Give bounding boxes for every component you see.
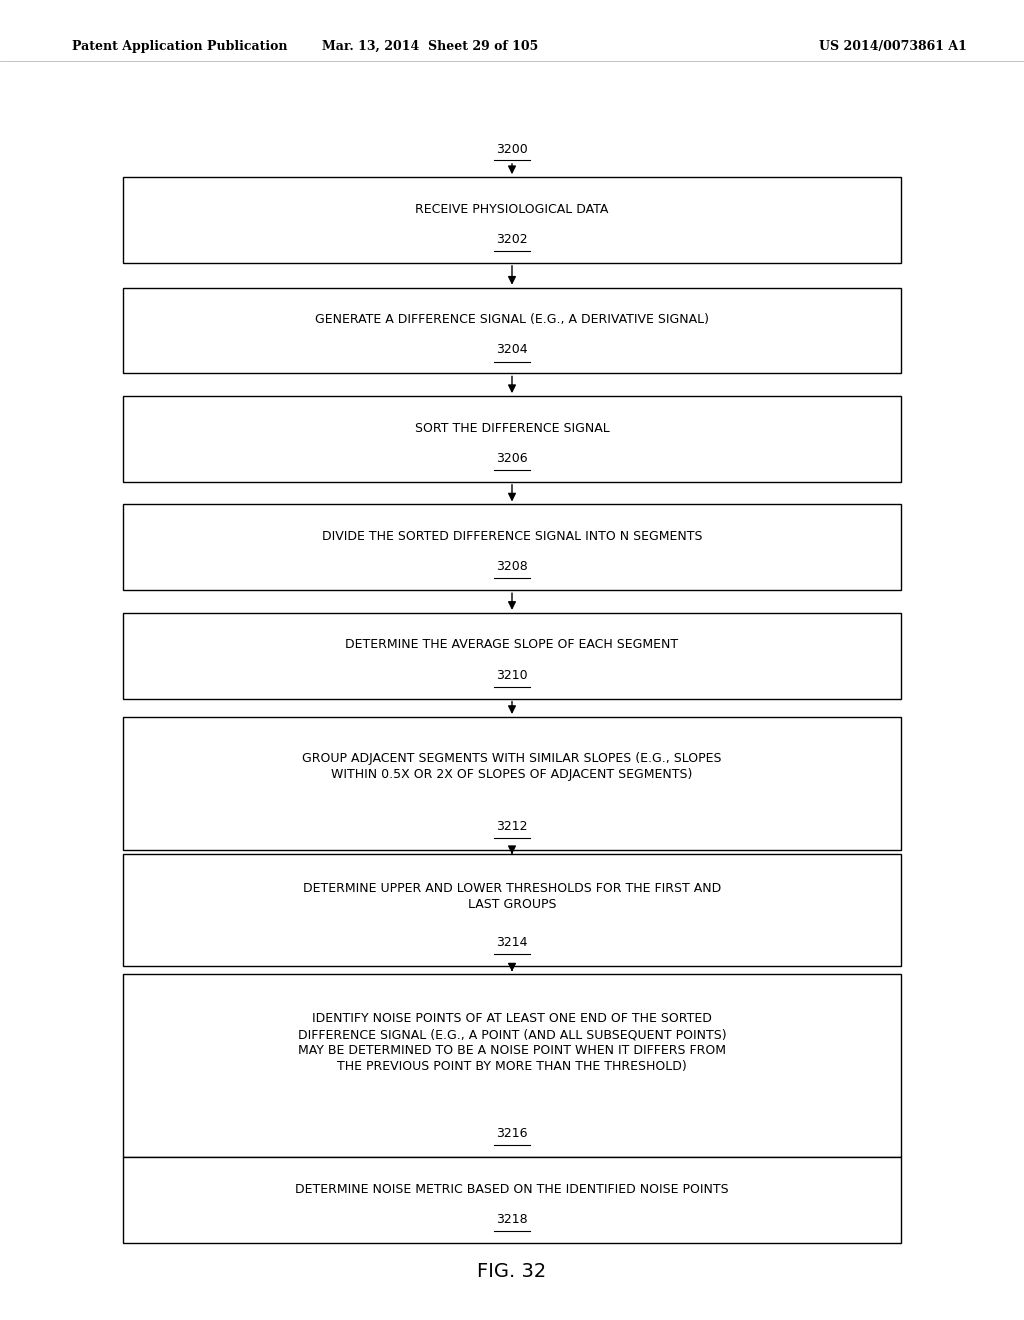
Text: 3212: 3212 (497, 820, 527, 833)
Bar (123, 396, 901, 482)
Text: DIVIDE THE SORTED DIFFERENCE SIGNAL INTO N SEGMENTS: DIVIDE THE SORTED DIFFERENCE SIGNAL INTO… (322, 531, 702, 543)
Text: 3218: 3218 (497, 1213, 527, 1226)
Text: SORT THE DIFFERENCE SIGNAL: SORT THE DIFFERENCE SIGNAL (415, 421, 609, 434)
Bar (123, 1156, 901, 1242)
Text: DETERMINE UPPER AND LOWER THRESHOLDS FOR THE FIRST AND
LAST GROUPS: DETERMINE UPPER AND LOWER THRESHOLDS FOR… (303, 882, 721, 911)
Bar (123, 974, 901, 1156)
Text: 3216: 3216 (497, 1127, 527, 1139)
Bar (123, 854, 901, 966)
Text: 3206: 3206 (497, 451, 527, 465)
Text: 3200: 3200 (496, 143, 528, 156)
Text: Patent Application Publication: Patent Application Publication (72, 40, 287, 53)
Text: DETERMINE THE AVERAGE SLOPE OF EACH SEGMENT: DETERMINE THE AVERAGE SLOPE OF EACH SEGM… (345, 639, 679, 652)
Bar (123, 717, 901, 850)
Text: DETERMINE NOISE METRIC BASED ON THE IDENTIFIED NOISE POINTS: DETERMINE NOISE METRIC BASED ON THE IDEN… (295, 1183, 729, 1196)
Text: 3214: 3214 (497, 936, 527, 949)
Text: FIG. 32: FIG. 32 (477, 1262, 547, 1282)
Bar (123, 177, 901, 263)
Text: 3202: 3202 (497, 232, 527, 246)
Text: 3204: 3204 (497, 343, 527, 356)
Text: GROUP ADJACENT SEGMENTS WITH SIMILAR SLOPES (E.G., SLOPES
WITHIN 0.5X OR 2X OF S: GROUP ADJACENT SEGMENTS WITH SIMILAR SLO… (302, 752, 722, 781)
Text: GENERATE A DIFFERENCE SIGNAL (E.G., A DERIVATIVE SIGNAL): GENERATE A DIFFERENCE SIGNAL (E.G., A DE… (315, 313, 709, 326)
Text: US 2014/0073861 A1: US 2014/0073861 A1 (819, 40, 967, 53)
Bar (123, 504, 901, 590)
Text: IDENTIFY NOISE POINTS OF AT LEAST ONE END OF THE SORTED
DIFFERENCE SIGNAL (E.G.,: IDENTIFY NOISE POINTS OF AT LEAST ONE EN… (298, 1012, 726, 1073)
Text: Mar. 13, 2014  Sheet 29 of 105: Mar. 13, 2014 Sheet 29 of 105 (322, 40, 539, 53)
Bar (123, 288, 901, 374)
Text: RECEIVE PHYSIOLOGICAL DATA: RECEIVE PHYSIOLOGICAL DATA (416, 203, 608, 215)
Text: 3208: 3208 (496, 560, 528, 573)
Text: 3210: 3210 (497, 668, 527, 681)
Bar (123, 612, 901, 698)
